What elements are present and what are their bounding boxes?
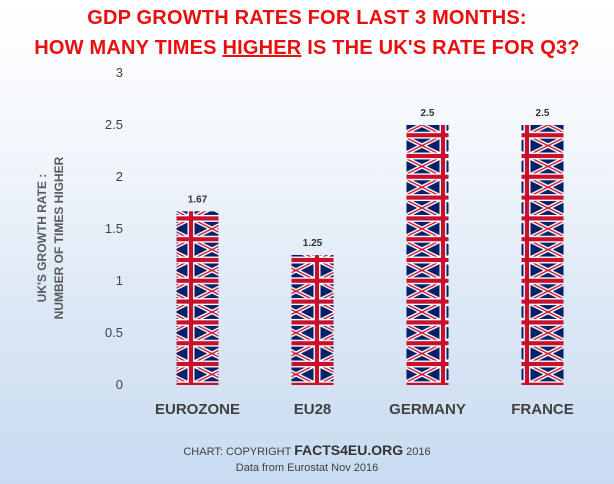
data-label-germany: 2.5 — [421, 108, 435, 119]
copyright-prefix: CHART: COPYRIGHT — [183, 446, 295, 458]
data-label-eu28: 1.25 — [303, 238, 323, 249]
bars — [176, 125, 564, 385]
category-label-eurozone: EUROZONE — [155, 401, 240, 418]
bar-france — [521, 125, 564, 385]
bar-germany — [406, 125, 449, 385]
chart-title-line-2-start: HOW MANY TIMES — [34, 37, 223, 59]
y-axis-title-line-2: NUMBER OF TIMES HIGHER — [52, 156, 66, 319]
bar-eurozone — [176, 211, 219, 385]
y-tick-label: 2.5 — [105, 117, 123, 132]
y-axis-title-line-1: UK'S GROWTH RATE : — [35, 174, 49, 303]
category-label-germany: GERMANY — [389, 401, 466, 418]
copyright-site: FACTS4EU.ORG — [294, 442, 404, 458]
copyright-year: 2016 — [403, 446, 431, 458]
chart-title-line-2: HOW MANY TIMES HIGHER IS THE UK'S RATE F… — [0, 37, 614, 60]
data-labels: 1.67 1.25 2.5 2.5 — [188, 108, 550, 249]
y-tick-label: 0.5 — [105, 325, 123, 340]
copyright-note: CHART: COPYRIGHT FACTS4EU.ORG 2016 — [0, 442, 614, 458]
chart-title-highlight: HIGHER — [222, 37, 302, 59]
chart-title-line-2-end: IS THE UK'S RATE FOR Q3? — [301, 37, 580, 59]
y-tick-label: 0 — [116, 377, 123, 392]
y-axis-title: UK'S GROWTH RATE : NUMBER OF TIMES HIGHE… — [35, 156, 66, 319]
data-label-eurozone: 1.67 — [188, 194, 208, 205]
data-label-france: 2.5 — [536, 108, 550, 119]
y-tick-label: 2 — [116, 169, 123, 184]
y-tick-label: 1.5 — [105, 221, 123, 236]
bar-eu28 — [291, 255, 334, 385]
category-label-eu28: EU28 — [294, 401, 332, 418]
chart-title-line-1: GDP GROWTH RATES FOR LAST 3 MONTHS: — [87, 7, 527, 29]
category-label-france: FRANCE — [511, 401, 574, 418]
x-axis: EUROZONE EU28 GERMANY FRANCE — [155, 401, 574, 418]
y-tick-label: 3 — [116, 65, 123, 80]
data-source-note: Data from Eurostat Nov 2016 — [235, 462, 379, 474]
y-tick-label: 1 — [116, 273, 123, 288]
y-axis: 0 0.5 1 1.5 2 2.5 3 — [105, 65, 123, 392]
